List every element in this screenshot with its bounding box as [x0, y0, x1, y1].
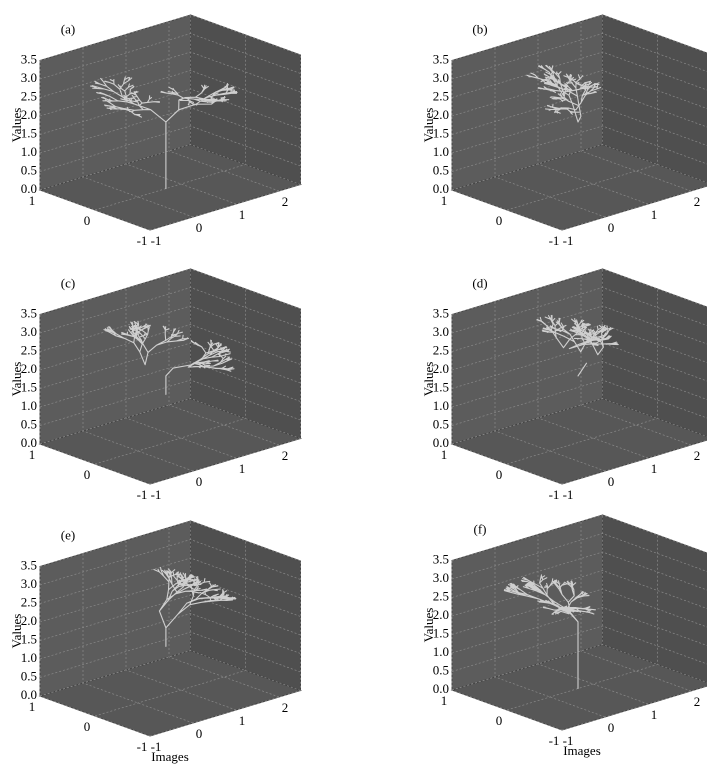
panel-label: (c) — [61, 275, 75, 290]
z-tick-label: 2.5 — [21, 88, 37, 103]
z-tick-label: 3.0 — [21, 324, 37, 339]
x-tick-label: 0 — [608, 220, 615, 235]
y-tick-label: -1 — [137, 487, 148, 502]
z-tick-label: 0.5 — [21, 668, 37, 683]
z-tick-label: 0.5 — [433, 416, 449, 431]
x-tick-label: 1 — [239, 207, 246, 222]
z-axis-label: Values — [421, 108, 436, 143]
panel-label: (a) — [61, 21, 75, 36]
y-tick-label: 1 — [441, 193, 448, 208]
x-tick-label: -1 — [151, 487, 162, 502]
z-tick-label: 3.5 — [21, 51, 37, 66]
x-tick-label: 1 — [651, 207, 658, 222]
z-tick-label: 3.5 — [433, 305, 449, 320]
z-tick-label: 3.5 — [433, 51, 449, 66]
x-tick-label: -1 — [563, 487, 574, 502]
z-tick-label: 0.5 — [433, 662, 449, 677]
z-tick-label: 3.0 — [21, 576, 37, 591]
y-tick-label: 1 — [29, 193, 36, 208]
x-tick-label: 2 — [694, 194, 701, 209]
panel-label: (e) — [61, 527, 75, 542]
z-tick-label: 0.5 — [433, 162, 449, 177]
page: 0.00.51.01.52.02.53.03.5-101210-1(a)Valu… — [0, 0, 707, 773]
z-axis-label: Values — [421, 608, 436, 643]
z-tick-label: 3.0 — [433, 570, 449, 585]
z-tick-label: 3.0 — [433, 324, 449, 339]
x-tick-label: 2 — [694, 448, 701, 463]
x-tick-label: 0 — [608, 720, 615, 735]
y-tick-label: -1 — [137, 233, 148, 248]
x-tick-label: 0 — [196, 726, 203, 741]
y-tick-label: 1 — [29, 699, 36, 714]
y-tick-label: -1 — [549, 733, 560, 748]
y-tick-label: -1 — [137, 739, 148, 754]
y-tick-label: 0 — [84, 467, 91, 482]
z-axis-label: Values — [9, 108, 24, 143]
x-axis-label: Images — [151, 749, 189, 764]
z-tick-label: 3.0 — [433, 70, 449, 85]
z-tick-label: 2.5 — [433, 88, 449, 103]
x-tick-label: 0 — [196, 220, 203, 235]
x-axis-label: Images — [563, 743, 601, 758]
y-tick-label: 0 — [496, 467, 503, 482]
x-tick-label: 2 — [282, 448, 289, 463]
z-tick-label: 3.0 — [21, 70, 37, 85]
z-tick-label: 1.0 — [21, 398, 37, 413]
z-tick-label: 0.5 — [21, 162, 37, 177]
z-tick-label: 2.5 — [21, 594, 37, 609]
x-tick-label: 2 — [282, 194, 289, 209]
y-tick-label: 0 — [496, 213, 503, 228]
y-tick-label: 0 — [84, 719, 91, 734]
x-tick-label: 0 — [196, 474, 203, 489]
x-tick-label: 1 — [651, 707, 658, 722]
z-tick-label: 1.0 — [433, 398, 449, 413]
panel-label: (f) — [474, 521, 487, 536]
panel-label: (b) — [472, 21, 487, 36]
y-tick-label: -1 — [549, 233, 560, 248]
y-tick-label: 1 — [29, 447, 36, 462]
z-tick-label: 2.5 — [433, 588, 449, 603]
z-tick-label: 2.5 — [21, 342, 37, 357]
z-tick-label: 2.5 — [433, 342, 449, 357]
x-tick-label: 1 — [239, 713, 246, 728]
z-tick-label: 1.0 — [433, 144, 449, 159]
x-tick-label: 0 — [608, 474, 615, 489]
x-tick-label: 1 — [651, 461, 658, 476]
y-tick-label: -1 — [549, 487, 560, 502]
z-tick-label: 0.5 — [21, 416, 37, 431]
figure: 0.00.51.01.52.02.53.03.5-101210-1(a)Valu… — [0, 0, 707, 773]
x-tick-label: 1 — [239, 461, 246, 476]
z-tick-label: 3.5 — [21, 305, 37, 320]
x-tick-label: -1 — [151, 233, 162, 248]
x-tick-label: 2 — [282, 700, 289, 715]
x-tick-label: 2 — [694, 694, 701, 709]
z-axis-label: Values — [421, 362, 436, 397]
z-axis-label: Values — [9, 362, 24, 397]
y-tick-label: 1 — [441, 447, 448, 462]
z-axis-label: Values — [9, 614, 24, 649]
z-tick-label: 1.0 — [21, 144, 37, 159]
z-tick-label: 3.5 — [21, 557, 37, 572]
z-tick-label: 1.0 — [21, 650, 37, 665]
x-tick-label: -1 — [563, 233, 574, 248]
panel-label: (d) — [472, 275, 487, 290]
z-tick-label: 1.0 — [433, 644, 449, 659]
y-tick-label: 1 — [441, 693, 448, 708]
z-tick-label: 3.5 — [433, 551, 449, 566]
y-tick-label: 0 — [496, 713, 503, 728]
y-tick-label: 0 — [84, 213, 91, 228]
